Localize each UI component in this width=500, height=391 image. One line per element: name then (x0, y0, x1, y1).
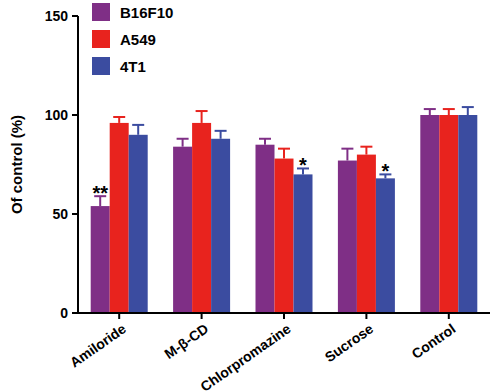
x-tick-label: Amiloride (67, 320, 129, 370)
bar (294, 174, 313, 313)
y-tick-label: 0 (60, 305, 68, 321)
bar (256, 145, 275, 313)
x-tick-label: Control (409, 320, 459, 362)
bar (458, 115, 477, 313)
y-tick-label: 100 (45, 107, 69, 123)
error-bar (360, 147, 372, 155)
bar (192, 123, 211, 313)
error-cap (177, 138, 189, 140)
error-bar (443, 109, 455, 115)
error-stem (346, 149, 348, 161)
chart: 0 50 100 150 Amiloride M-β-CDChlorpromazine Su… (0, 0, 500, 391)
error-bar (278, 149, 290, 159)
legend-label: B16F10 (120, 4, 173, 21)
error-cap (360, 146, 372, 148)
error-cap (196, 110, 208, 112)
x-tick (283, 313, 285, 319)
error-stem (182, 139, 184, 147)
error-stem (220, 131, 222, 139)
legend-label: A549 (120, 31, 156, 48)
x-tick (201, 313, 203, 319)
y-tick (72, 15, 78, 17)
legend-swatch (92, 57, 110, 75)
error-cap (462, 106, 474, 108)
bar (338, 161, 357, 313)
error-bar (196, 111, 208, 123)
error-cap (443, 108, 455, 110)
x-tick-label: Sucrose (322, 320, 377, 365)
y-tick (72, 312, 78, 314)
error-cap (132, 124, 144, 126)
x-tick (118, 313, 120, 319)
bar (376, 178, 395, 313)
error-bar (462, 107, 474, 115)
error-cap (424, 108, 436, 110)
error-stem (365, 147, 367, 155)
bars (91, 107, 478, 313)
bar (211, 139, 230, 313)
error-cap (113, 116, 125, 118)
error-cap (278, 148, 290, 150)
bar (110, 123, 129, 313)
y-tick-label: 150 (45, 8, 69, 24)
y-axis-label: Of control (%) (8, 115, 25, 214)
error-stem (201, 111, 203, 123)
error-stem (467, 107, 469, 115)
error-stem (137, 125, 139, 135)
bar (439, 115, 458, 313)
legend-swatch (92, 30, 110, 48)
bar (91, 206, 110, 313)
y-tick-label: 50 (52, 206, 68, 222)
y-axis (77, 16, 79, 313)
error-cap (259, 138, 271, 140)
bar (357, 155, 376, 313)
error-bar (424, 109, 436, 115)
significance: ** (92, 182, 108, 204)
legend-label: 4T1 (120, 58, 146, 75)
error-bar (113, 117, 125, 123)
y-tick (72, 213, 78, 215)
bar (129, 135, 148, 313)
significance: * (299, 154, 307, 176)
x-tick (448, 313, 450, 319)
bar (420, 115, 439, 313)
bar (173, 147, 192, 313)
x-tick-label: Chlorpromazine (197, 320, 294, 391)
bar (275, 159, 294, 313)
x-tick (365, 313, 367, 319)
y-tick (72, 114, 78, 116)
error-bar (132, 125, 144, 135)
error-bar (215, 131, 227, 139)
x-tick-label: M-β-CD (161, 320, 211, 362)
error-bar (341, 149, 353, 161)
error-stem (283, 149, 285, 159)
error-bar (259, 139, 271, 145)
significance: * (382, 160, 390, 182)
error-bar (177, 139, 189, 147)
error-cap (215, 130, 227, 132)
legend-swatch (92, 3, 110, 21)
error-cap (341, 148, 353, 150)
